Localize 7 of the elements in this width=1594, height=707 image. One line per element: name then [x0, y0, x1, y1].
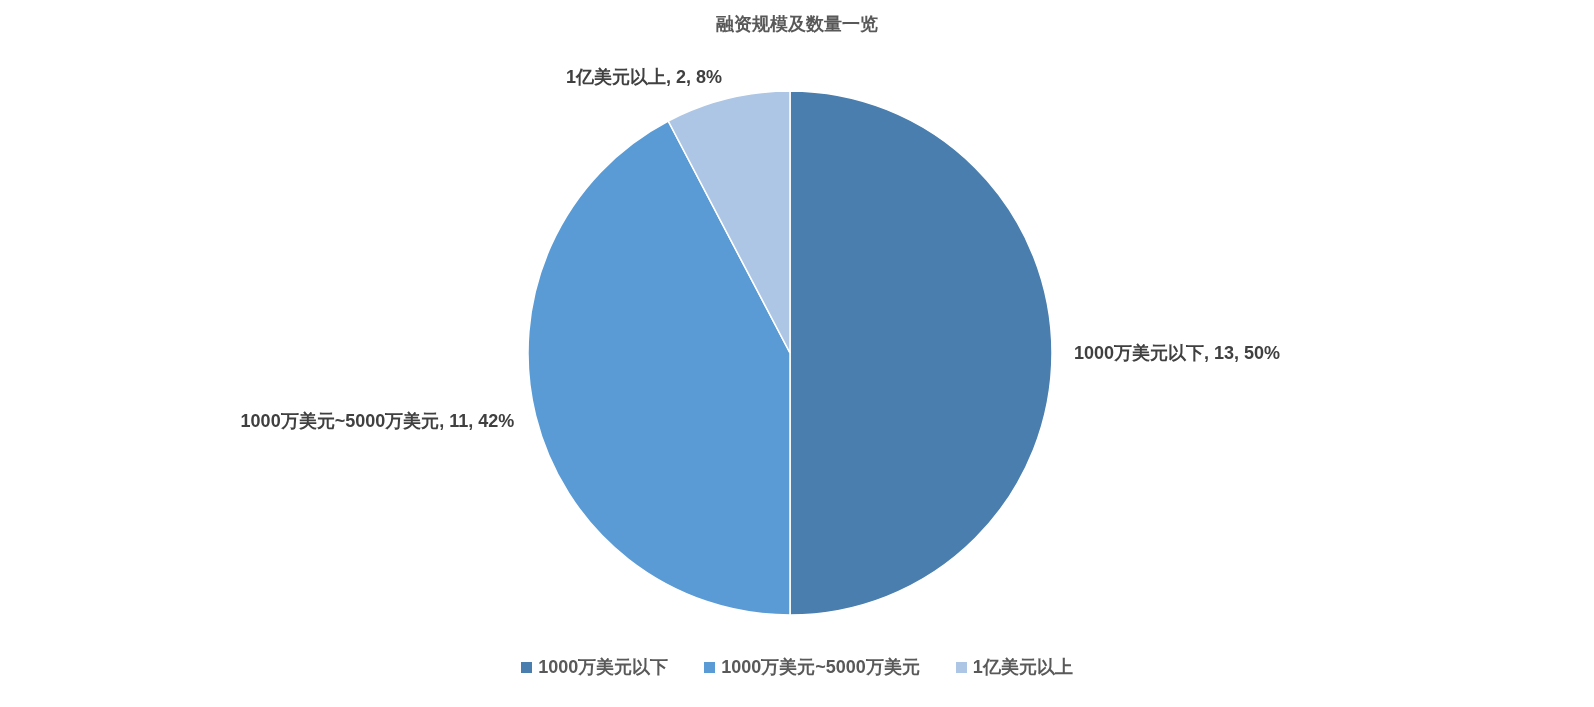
data-label: 1000万美元~5000万美元, 11, 42% [240, 410, 515, 431]
data-label: 1000万美元以下, 13, 50% [1074, 343, 1281, 363]
legend-label: 1亿美元以上 [971, 656, 1073, 679]
data-label: 1亿美元以上, 2, 8% [565, 67, 723, 88]
legend-label: 1000万美元~5000万美元 [720, 656, 920, 679]
chart-title: 融资规模及数量一览 [716, 14, 878, 34]
legend-label: 1000万美元以下 [537, 656, 669, 679]
